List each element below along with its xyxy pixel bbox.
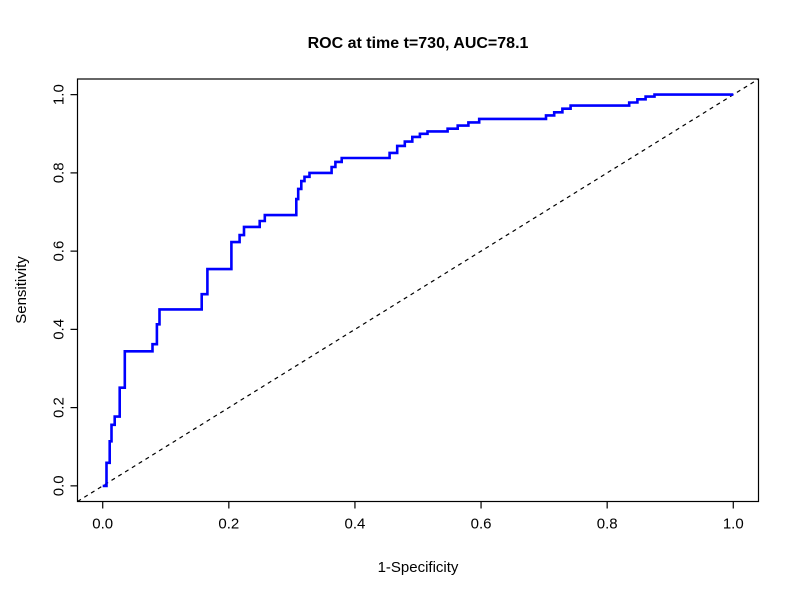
y-axis-ticks: 0.0 0.2 0.4 0.6 0.8 1.0	[51, 84, 78, 496]
x-tick-label: 0.4	[345, 516, 366, 533]
reference-diagonal-line	[77, 78, 759, 503]
x-tick-label: 0.6	[471, 516, 492, 533]
x-axis-ticks: 0.0 0.2 0.4 0.6 0.8 1.0	[92, 501, 744, 533]
y-tick-label: 0.6	[51, 241, 68, 262]
x-tick-label: 0.8	[597, 516, 618, 533]
y-tick-label: 0.0	[51, 475, 68, 496]
x-tick-label: 0.2	[218, 516, 239, 533]
plot-title: ROC at time t=730, AUC=78.1	[308, 35, 529, 52]
x-tick-label: 0.0	[92, 516, 113, 533]
y-tick-label: 0.2	[51, 397, 68, 418]
y-tick-label: 0.4	[51, 319, 68, 340]
x-tick-label: 1.0	[723, 516, 744, 533]
y-tick-label: 1.0	[51, 84, 68, 105]
y-axis-label: Sensitivity	[13, 256, 30, 324]
roc-curve-line	[102, 93, 734, 488]
plot-box	[76, 78, 760, 503]
y-tick-label: 0.8	[51, 162, 68, 183]
x-axis-label: 1-Specificity	[378, 559, 459, 576]
